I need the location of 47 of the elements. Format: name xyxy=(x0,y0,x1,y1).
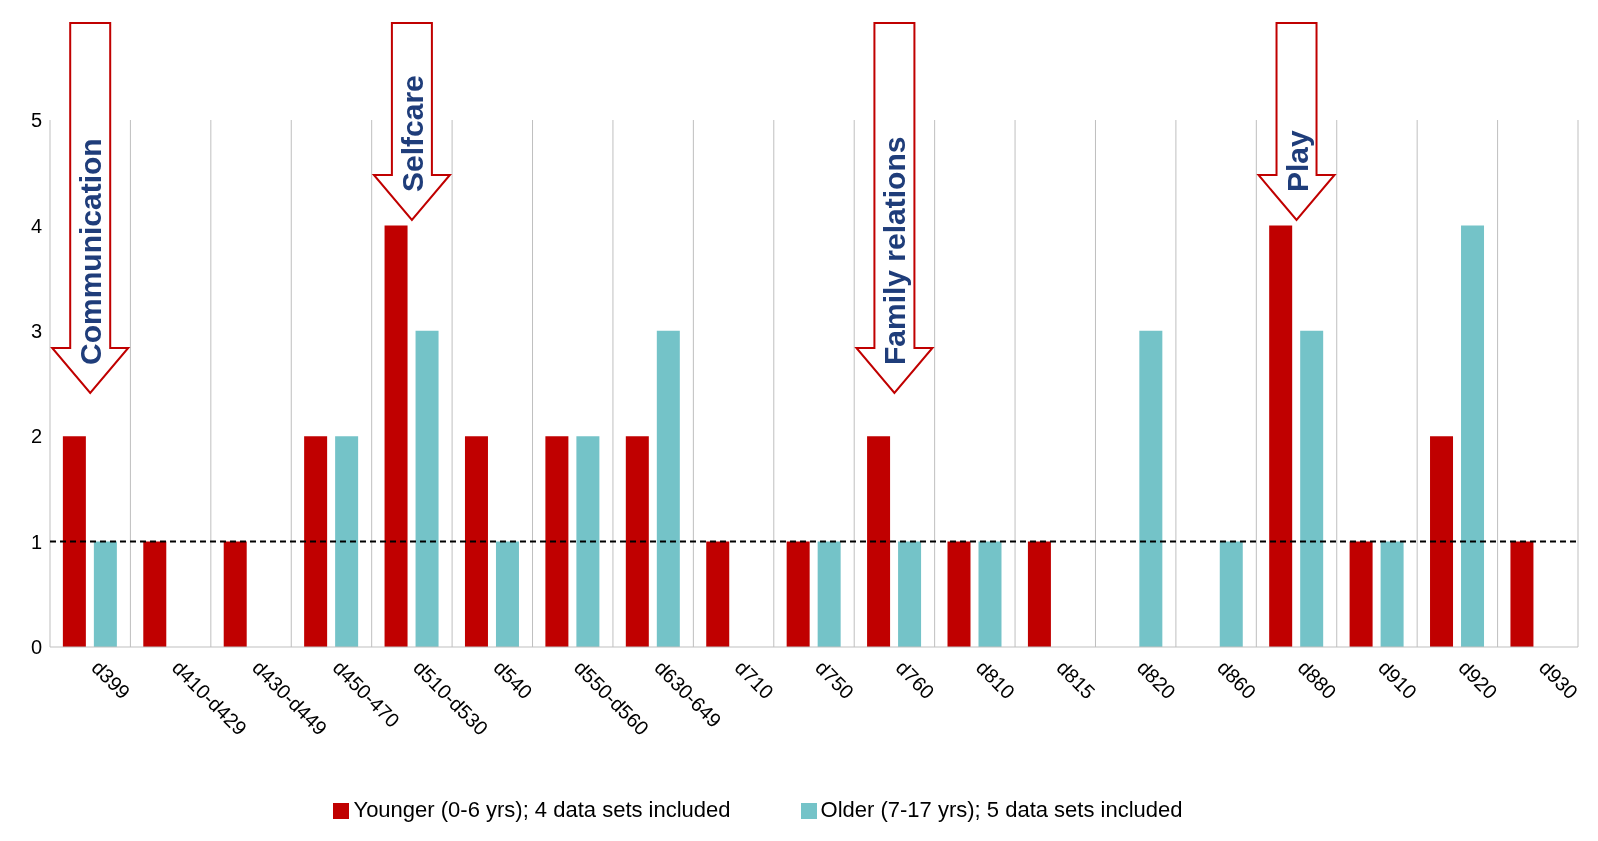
bar xyxy=(1349,541,1373,647)
bar xyxy=(335,436,359,647)
y-tick-label: 2 xyxy=(30,425,42,448)
down-arrow: Selfcare xyxy=(371,22,453,222)
bar xyxy=(867,436,891,647)
y-tick-label: 4 xyxy=(30,214,42,237)
down-arrow: Family relations xyxy=(854,22,935,395)
bar xyxy=(415,330,439,647)
bar xyxy=(1027,541,1051,647)
bar xyxy=(143,541,167,647)
y-tick-label: 5 xyxy=(30,109,42,132)
annotation: Communication xyxy=(74,138,108,365)
bar xyxy=(1300,330,1324,647)
y-tick-label: 1 xyxy=(30,530,42,553)
bar xyxy=(223,541,247,647)
bar xyxy=(93,541,117,647)
annotation: Selfcare xyxy=(395,75,429,192)
y-tick-label: 3 xyxy=(30,319,42,342)
bar xyxy=(656,330,680,647)
bar xyxy=(947,541,971,647)
legend-label: Younger (0-6 yrs); 4 data sets included xyxy=(353,797,731,822)
bar xyxy=(706,541,730,647)
bar xyxy=(576,436,600,647)
bar xyxy=(62,436,86,647)
bar xyxy=(817,541,841,647)
bar xyxy=(1380,541,1404,647)
bar xyxy=(1461,225,1485,647)
bar xyxy=(1139,330,1163,647)
bar xyxy=(464,436,488,647)
bar xyxy=(304,436,328,647)
bar xyxy=(1269,225,1293,647)
bar xyxy=(384,225,408,647)
bar xyxy=(898,541,922,647)
bar xyxy=(786,541,810,647)
bar xyxy=(1430,436,1454,647)
bar xyxy=(978,541,1002,647)
bar xyxy=(495,541,519,647)
annotation: Play xyxy=(1280,129,1314,192)
bar xyxy=(1219,541,1243,647)
legend-label: Older (7-17 yrs); 5 data sets included xyxy=(820,797,1183,822)
annotation: Family relations xyxy=(878,136,912,365)
y-tick-label: 0 xyxy=(30,636,42,659)
down-arrow: Play xyxy=(1256,22,1337,222)
down-arrow: Communication xyxy=(50,22,131,395)
bar xyxy=(625,436,649,647)
bar xyxy=(1510,541,1534,647)
bar xyxy=(545,436,569,647)
